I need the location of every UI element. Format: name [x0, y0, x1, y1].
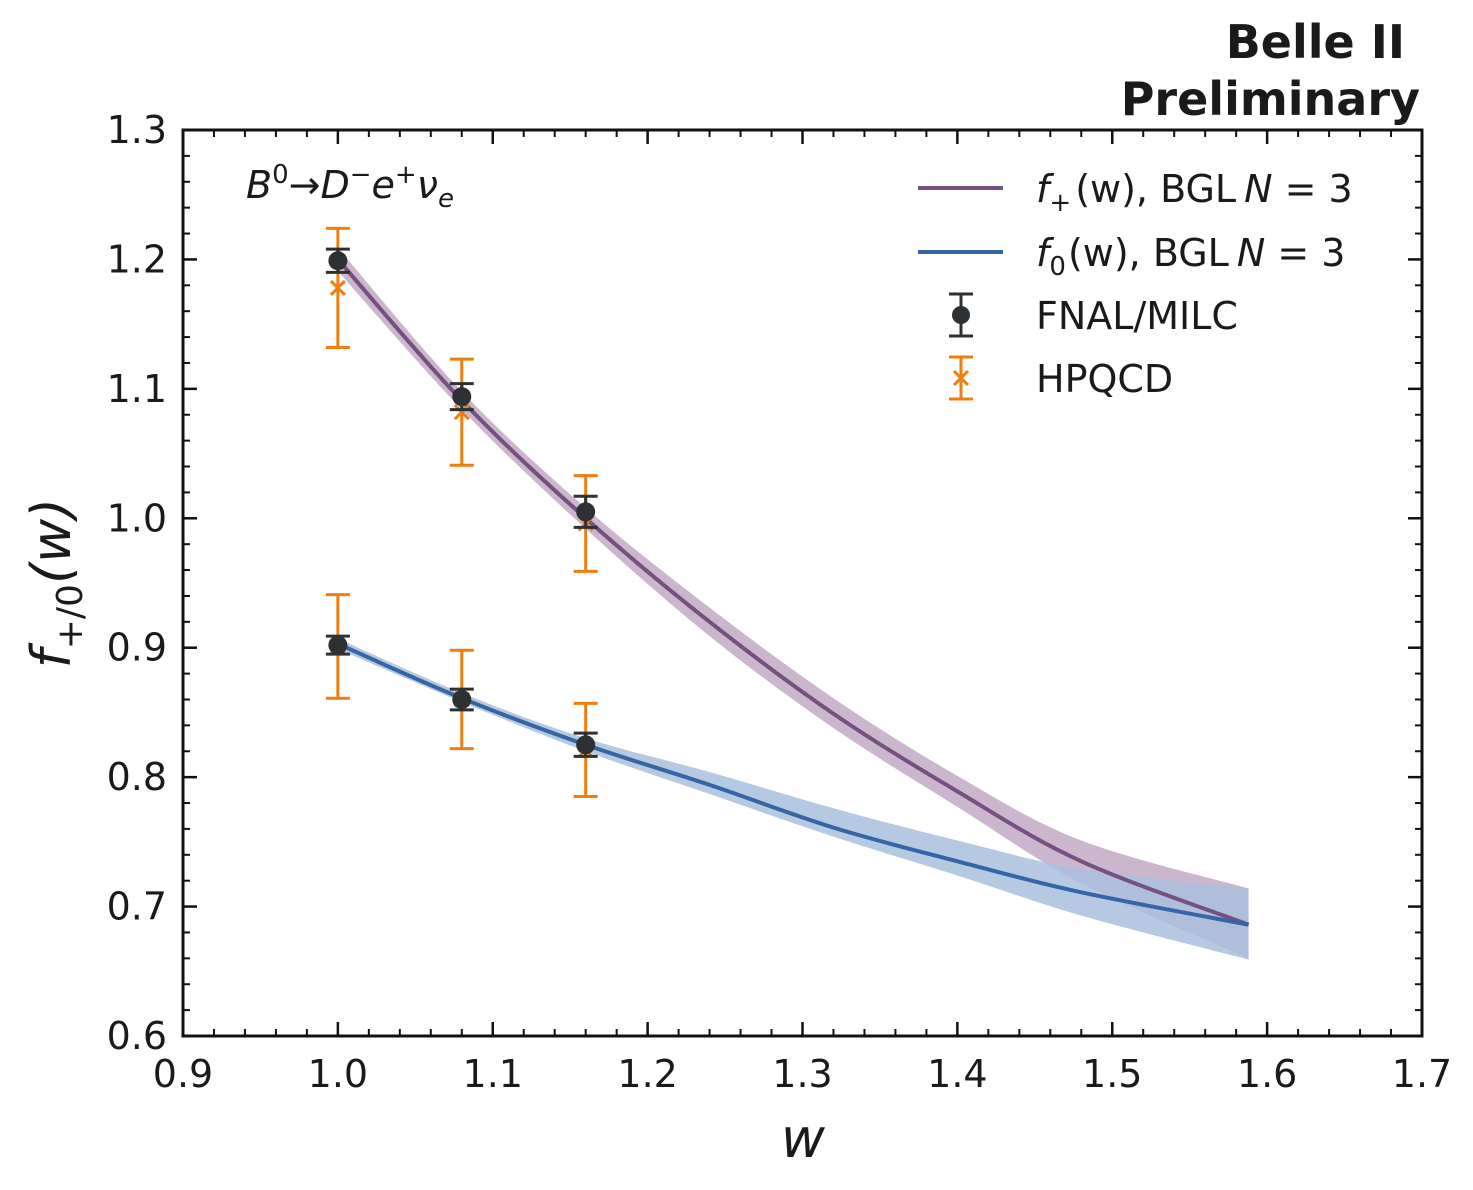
legend-fnal-marker [949, 292, 973, 338]
legend-fplus-label: f+ (w), BGL N = 3 [1036, 167, 1353, 218]
xtick-label-2: 1.1 [463, 1052, 523, 1096]
annot-d-sup: − [350, 160, 372, 190]
plot-frame [181, 128, 1424, 1038]
legend-fnal-label: FNAL/MILC [1036, 294, 1238, 338]
legend-hpqcd-label: HPQCD [1036, 357, 1173, 401]
annot-arrow: → [289, 163, 321, 207]
ytick-label-2: 0.8 [107, 755, 167, 799]
ytick-label-3: 0.9 [107, 626, 167, 670]
point-hpqcd-0 [329, 279, 346, 296]
x-axis-label: w [781, 1107, 826, 1170]
xtick-label-8: 1.7 [1392, 1052, 1452, 1096]
ytick-label-4: 1.0 [107, 496, 167, 540]
legend-f0-label: f0(w), BGL N = 3 [1036, 231, 1345, 282]
ytick-label-6: 1.2 [107, 237, 167, 281]
xtick-label-0: 0.9 [153, 1052, 213, 1096]
point-hpqcd-0-stroke-b [329, 279, 346, 296]
y-tick-labels: 0.6 0.7 0.8 0.9 1.0 1.1 1.2 1.3 [107, 108, 167, 1058]
point-fnal-4 [452, 689, 472, 709]
band-fplus [337, 247, 1249, 959]
x-tick-labels: 0.9 1.0 1.1 1.2 1.3 1.4 1.5 1.6 1.7 [153, 1052, 1452, 1096]
data-points [325, 226, 598, 799]
annot-nu-sub: e [438, 184, 454, 214]
xtick-label-5: 1.4 [927, 1052, 987, 1096]
annot-e: e [372, 163, 395, 207]
point-fnal-2 [576, 502, 596, 522]
decay-annotation: B0→D−e+νe [246, 160, 454, 214]
error-bands [337, 247, 1249, 960]
curve-f0 [337, 641, 1249, 927]
point-fnal-5 [576, 735, 596, 755]
xtick-label-6: 1.5 [1082, 1052, 1142, 1096]
y-axis-label: f+/0(w) [20, 498, 91, 669]
annot-nu: ν [417, 163, 438, 207]
xtick-label-1: 1.0 [308, 1052, 368, 1096]
legend-hpqcd-marker [949, 355, 973, 401]
ytick-label-1: 0.7 [107, 885, 167, 929]
xtick-label-7: 1.6 [1237, 1052, 1297, 1096]
point-hpqcd-1-stroke-b [453, 404, 470, 421]
annot-e-sup: + [395, 160, 417, 190]
legend: f+ (w), BGL N = 3 f0(w), BGL N = 3 FNAL/MIL… [918, 167, 1353, 401]
ytick-label-7: 1.3 [107, 108, 167, 152]
header-preliminary: Preliminary [1121, 72, 1420, 126]
annot-b: B [246, 163, 272, 207]
point-fnal-3 [328, 635, 348, 655]
header-belle-ii: Belle II [1226, 15, 1405, 69]
point-fnal-1 [452, 387, 472, 407]
ytick-label-0: 0.6 [107, 1014, 167, 1058]
xtick-label-3: 1.2 [617, 1052, 677, 1096]
ytick-label-5: 1.1 [107, 367, 167, 411]
xtick-label-4: 1.3 [772, 1052, 832, 1096]
annot-d: D [320, 163, 349, 207]
point-fnal-0 [328, 251, 348, 271]
point-hpqcd-1 [453, 404, 470, 421]
annot-b-sup: 0 [272, 160, 289, 190]
